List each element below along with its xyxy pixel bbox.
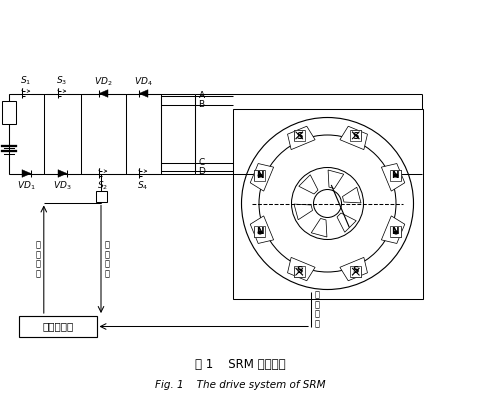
Bar xyxy=(253,170,264,181)
Bar xyxy=(254,227,264,237)
Text: N: N xyxy=(256,227,264,236)
Circle shape xyxy=(313,190,341,217)
Polygon shape xyxy=(381,164,404,191)
Text: $VD_3$: $VD_3$ xyxy=(53,179,72,192)
Text: N: N xyxy=(390,171,398,180)
Text: D: D xyxy=(198,166,205,175)
Text: C: C xyxy=(198,158,204,167)
Text: N: N xyxy=(256,171,264,180)
Bar xyxy=(293,130,304,141)
Bar xyxy=(349,130,360,141)
Polygon shape xyxy=(250,216,273,244)
Polygon shape xyxy=(139,89,148,97)
Text: $S_3$: $S_3$ xyxy=(56,74,68,87)
Text: S: S xyxy=(351,266,358,275)
Polygon shape xyxy=(342,187,360,203)
Text: 电
流
采
样: 电 流 采 样 xyxy=(104,240,109,278)
Bar xyxy=(390,227,400,237)
Bar xyxy=(389,170,400,181)
Text: 图 1    SRM 驱动系统: 图 1 SRM 驱动系统 xyxy=(195,358,285,371)
Bar xyxy=(19,316,96,337)
Polygon shape xyxy=(293,204,312,220)
Polygon shape xyxy=(336,213,356,232)
Bar xyxy=(254,170,264,181)
Bar xyxy=(96,191,106,202)
Bar xyxy=(2,101,16,124)
Text: S: S xyxy=(351,132,358,141)
Polygon shape xyxy=(99,89,108,97)
Bar xyxy=(293,130,304,141)
Polygon shape xyxy=(327,170,343,188)
Text: $S_2$: $S_2$ xyxy=(97,180,108,192)
Bar xyxy=(293,267,304,277)
Text: 开关控制器: 开关控制器 xyxy=(42,322,73,331)
Text: $VD_2$: $VD_2$ xyxy=(94,75,112,88)
Bar xyxy=(349,266,360,277)
Bar xyxy=(293,266,304,277)
Text: $S_4$: $S_4$ xyxy=(137,180,148,192)
Circle shape xyxy=(241,118,413,289)
Text: S: S xyxy=(296,132,302,141)
Polygon shape xyxy=(311,219,326,237)
Text: A: A xyxy=(198,91,204,101)
Bar xyxy=(232,109,421,299)
Text: $U_{\rm S}$: $U_{\rm S}$ xyxy=(0,142,1,156)
Polygon shape xyxy=(298,175,317,194)
Text: S: S xyxy=(296,266,302,275)
Polygon shape xyxy=(250,164,273,191)
Polygon shape xyxy=(339,257,367,281)
Polygon shape xyxy=(22,169,31,177)
Bar xyxy=(390,170,400,181)
Text: 位
置
信
号: 位 置 信 号 xyxy=(314,290,319,328)
Bar xyxy=(253,227,264,237)
Text: $S_1$: $S_1$ xyxy=(21,74,32,87)
Polygon shape xyxy=(287,257,314,281)
Circle shape xyxy=(291,168,363,240)
Text: N: N xyxy=(390,227,398,236)
Text: $VD_4$: $VD_4$ xyxy=(134,75,153,88)
Bar xyxy=(350,130,360,141)
Bar xyxy=(350,267,360,277)
Polygon shape xyxy=(339,126,367,150)
Polygon shape xyxy=(58,169,67,177)
Bar xyxy=(389,227,400,237)
Polygon shape xyxy=(381,216,404,244)
Text: B: B xyxy=(198,100,204,109)
Circle shape xyxy=(258,135,395,272)
Text: $VD_1$: $VD_1$ xyxy=(17,179,36,192)
Polygon shape xyxy=(287,126,314,150)
Text: Fig. 1    The drive system of SRM: Fig. 1 The drive system of SRM xyxy=(155,380,325,390)
Text: 控
制
信
号: 控 制 信 号 xyxy=(35,240,40,278)
